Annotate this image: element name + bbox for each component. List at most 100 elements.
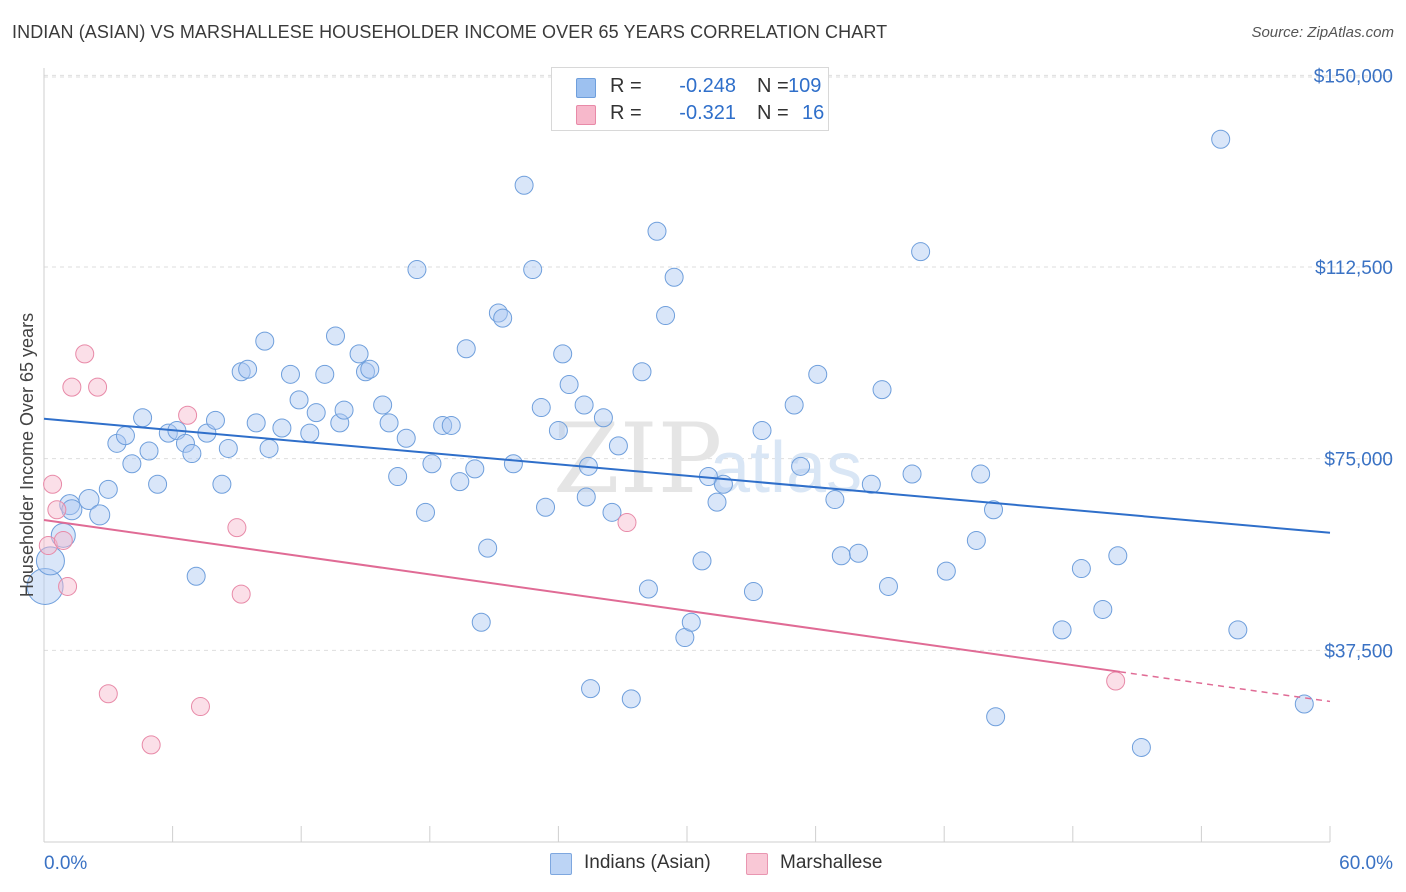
legend-r-label: R = xyxy=(610,102,642,124)
point-indians xyxy=(388,467,408,487)
point-indians xyxy=(122,454,142,474)
point-indians xyxy=(1228,620,1248,640)
point-indians xyxy=(1131,737,1151,757)
point-indians xyxy=(581,679,601,699)
point-marshallese xyxy=(98,684,118,704)
point-indians xyxy=(89,504,111,526)
point-indians xyxy=(396,428,416,448)
point-indians xyxy=(186,566,206,586)
point-indians xyxy=(848,543,868,563)
point-marshallese xyxy=(178,405,198,425)
point-indians xyxy=(182,444,202,464)
point-indians xyxy=(330,413,350,433)
point-indians xyxy=(523,260,543,280)
point-indians xyxy=(647,221,667,241)
bottom-legend-label: Indians (Asian) xyxy=(584,852,711,873)
watermark-zip: ZIP xyxy=(553,403,722,515)
point-indians xyxy=(1093,599,1113,619)
point-indians xyxy=(148,474,168,494)
point-indians xyxy=(902,464,922,484)
point-indians xyxy=(300,423,320,443)
point-indians xyxy=(553,344,573,364)
point-indians xyxy=(238,359,258,379)
point-indians xyxy=(26,567,64,605)
point-indians xyxy=(334,400,354,420)
point-indians xyxy=(349,344,369,364)
point-indians xyxy=(373,395,393,415)
point-indians xyxy=(707,492,727,512)
y-tick-label: $112,500 xyxy=(1315,258,1393,279)
legend-n-label: N = xyxy=(757,102,789,124)
point-marshallese xyxy=(38,536,58,556)
legend-r-value: -0.248 xyxy=(679,75,736,97)
point-indians xyxy=(983,500,1003,520)
chart-title: INDIAN (ASIAN) VS MARSHALLESE HOUSEHOLDE… xyxy=(12,22,888,42)
point-indians xyxy=(280,364,300,384)
point-indians xyxy=(205,410,225,430)
point-indians xyxy=(59,494,81,516)
point-indians xyxy=(98,479,118,499)
point-marshallese xyxy=(53,530,73,550)
trend-line-marshallese xyxy=(43,519,1121,673)
point-indians xyxy=(559,375,579,395)
y-tick-label: $37,500 xyxy=(1324,641,1393,662)
point-indians xyxy=(175,433,195,453)
watermark-atlas: atlas xyxy=(710,428,862,508)
point-indians xyxy=(692,551,712,571)
legend-n-label: N = xyxy=(757,75,789,97)
point-indians xyxy=(656,306,676,326)
point-indians xyxy=(456,339,476,359)
bottom-legend-swatch-indians xyxy=(550,853,572,875)
point-indians xyxy=(255,331,275,351)
point-marshallese xyxy=(141,735,161,755)
point-indians xyxy=(306,403,326,423)
point-indians xyxy=(576,487,596,507)
trend-lines xyxy=(43,417,1331,703)
point-indians xyxy=(593,408,613,428)
bottom-legend-label: Marshallese xyxy=(780,852,883,873)
point-indians xyxy=(872,380,892,400)
point-marshallese xyxy=(231,584,251,604)
point-indians xyxy=(808,364,828,384)
point-indians xyxy=(1294,694,1314,714)
point-indians xyxy=(493,308,513,328)
legend-n-value: 16 xyxy=(802,102,825,124)
point-indians xyxy=(272,418,292,438)
point-indians xyxy=(61,499,83,521)
point-marshallese xyxy=(58,576,78,596)
watermark: ZIP atlas xyxy=(553,403,862,515)
trend-line-marshallese-extension xyxy=(1119,671,1331,703)
point-indians xyxy=(212,474,232,494)
point-indians xyxy=(602,502,622,522)
point-marshallese xyxy=(190,697,210,717)
point-marshallese xyxy=(43,474,63,494)
point-indians xyxy=(289,390,309,410)
point-indians xyxy=(35,546,65,576)
point-indians xyxy=(1211,129,1231,149)
point-indians xyxy=(632,362,652,382)
point-indians xyxy=(471,612,491,632)
y-tick-label: $150,000 xyxy=(1314,66,1393,87)
point-indians xyxy=(139,441,159,461)
point-marshallese xyxy=(47,500,67,520)
point-indians xyxy=(422,454,442,474)
point-indians xyxy=(971,464,991,484)
point-indians xyxy=(831,546,851,566)
point-indians xyxy=(791,456,811,476)
point-indians xyxy=(1052,620,1072,640)
axis-labels: $37,500 $75,000 $112,500 $150,000 0.0% 60.0% H… xyxy=(17,66,1393,874)
data-points xyxy=(26,129,1314,757)
point-indians xyxy=(379,413,399,433)
point-indians xyxy=(503,454,523,474)
point-marshallese xyxy=(88,377,108,397)
correlation-legend: R = -0.248 N = 109 R = -0.321 N = 16 xyxy=(551,67,829,131)
point-indians xyxy=(825,490,845,510)
point-indians xyxy=(531,398,551,418)
point-indians xyxy=(638,579,658,599)
point-indians xyxy=(465,459,485,479)
legend-r-value: -0.321 xyxy=(679,102,736,124)
point-indians xyxy=(315,364,335,384)
x-tick-label-max: 60.0% xyxy=(1339,853,1393,874)
point-indians xyxy=(664,267,684,287)
point-indians xyxy=(608,436,628,456)
